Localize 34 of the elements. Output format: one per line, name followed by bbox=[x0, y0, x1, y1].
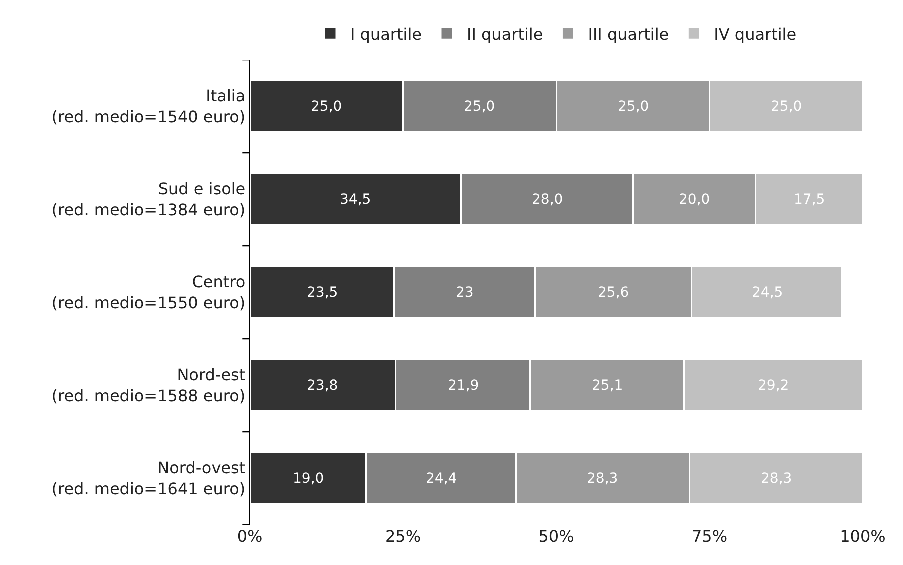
data-label: 23,8 bbox=[307, 378, 338, 394]
y-tick-label: Nord-est (red. medio=1588 euro) bbox=[52, 366, 246, 406]
data-label: 25,6 bbox=[598, 285, 630, 301]
data-label: 19,0 bbox=[293, 471, 324, 487]
legend-label: II quartile bbox=[467, 24, 544, 44]
y-tick-label: Nord-ovest (red. medio=1641 euro) bbox=[52, 458, 246, 498]
y-tick-label: Sud e isole (red. medio=1384 euro) bbox=[52, 180, 246, 220]
data-label: 20,0 bbox=[679, 192, 710, 208]
data-label: 29,2 bbox=[758, 378, 790, 394]
data-label: 23 bbox=[456, 285, 474, 301]
data-label: 25,0 bbox=[771, 99, 802, 115]
data-label: 17,5 bbox=[794, 192, 826, 208]
data-label: 25,0 bbox=[464, 99, 496, 115]
data-label: 34,5 bbox=[340, 192, 372, 208]
data-label: 25,0 bbox=[311, 99, 342, 115]
data-label: 25,0 bbox=[618, 99, 650, 115]
data-label: 28,3 bbox=[761, 471, 792, 487]
x-tick-label: 0% bbox=[237, 527, 263, 546]
data-label: 24,4 bbox=[426, 471, 458, 487]
data-label: 24,5 bbox=[752, 285, 784, 301]
data-label: 28,3 bbox=[587, 471, 618, 487]
data-label: 25,1 bbox=[592, 378, 624, 394]
x-tick-label: 75% bbox=[692, 527, 728, 546]
x-tick-label: 25% bbox=[385, 527, 422, 546]
x-tick-label: 100% bbox=[840, 527, 886, 546]
data-label: 23,5 bbox=[307, 285, 338, 301]
data-label: 21,9 bbox=[448, 378, 480, 394]
legend-label: I quartile bbox=[350, 24, 422, 44]
legend-label: IV quartile bbox=[714, 24, 797, 44]
x-tick-label: 50% bbox=[538, 527, 574, 546]
legend-label: III quartile bbox=[588, 24, 670, 44]
y-tick-label: Italia (red. medio=1540 euro) bbox=[52, 86, 246, 126]
y-tick-label: Centro (red. medio=1550 euro) bbox=[52, 272, 246, 312]
data-label: 28,0 bbox=[532, 192, 564, 208]
